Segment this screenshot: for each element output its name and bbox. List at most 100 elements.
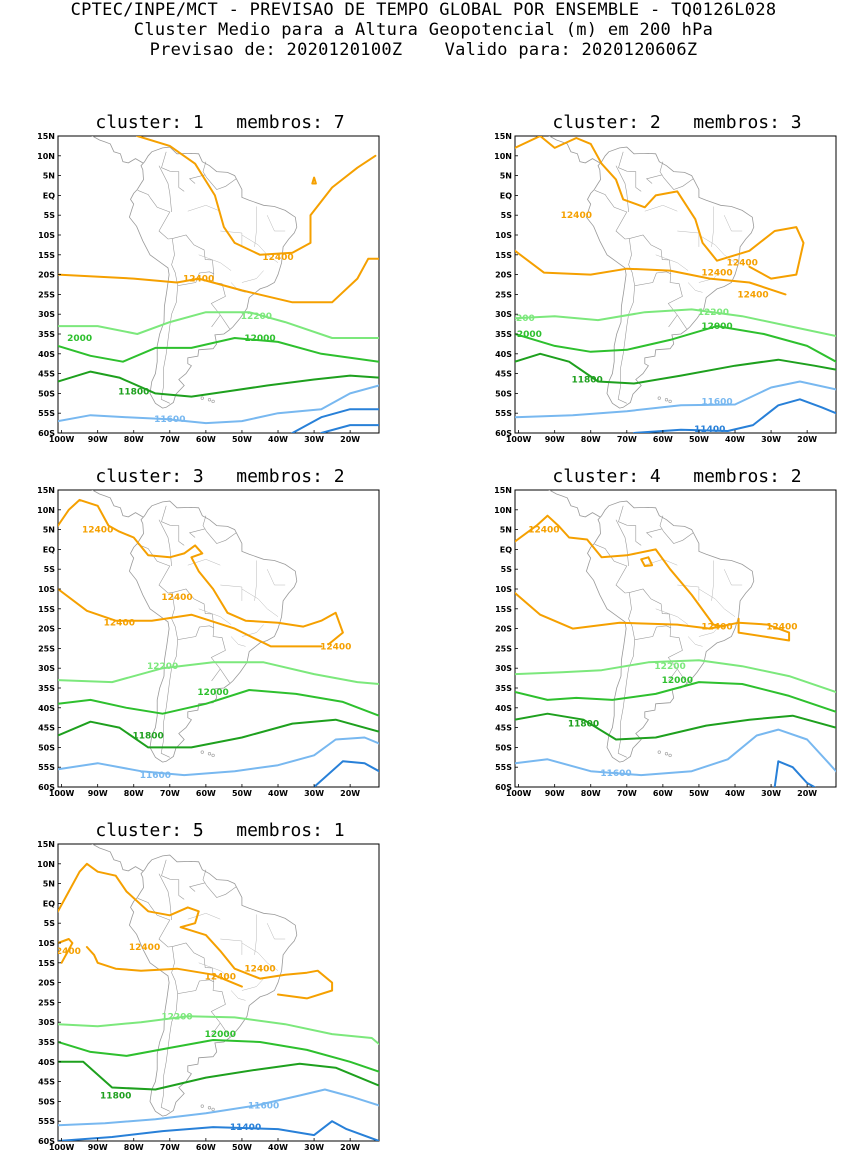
coastline-central-america: [91, 844, 144, 872]
contour-12400: [58, 498, 344, 646]
country-border: [645, 528, 663, 538]
state-border: [241, 234, 279, 263]
country-border: [160, 993, 178, 1112]
contour-label: 12400: [50, 947, 81, 957]
country-border: [161, 505, 185, 546]
contour-label: 11800: [118, 387, 149, 397]
lat-tick-label: 20S: [495, 625, 512, 634]
lat-tick-label: 15N: [494, 132, 512, 141]
coastline-central-america: [91, 490, 144, 518]
state-border: [220, 584, 243, 601]
lon-tick-label: 70W: [160, 1143, 180, 1152]
country-border: [617, 639, 635, 758]
lat-tick-label: 55S: [495, 763, 512, 772]
state-border: [254, 914, 257, 955]
country-border: [594, 544, 608, 552]
panel-title: cluster: 1 membros: 7: [95, 112, 345, 133]
coastline: [585, 500, 755, 763]
state-border: [254, 560, 257, 601]
country-border: [161, 151, 185, 192]
lon-tick-label: 40W: [725, 435, 745, 444]
lon-tick-label: 90W: [545, 789, 565, 798]
lat-tick-label: 5S: [44, 565, 56, 574]
contour-label: 11800: [100, 1091, 131, 1101]
state-border: [198, 962, 232, 979]
contour-label: 12400: [766, 623, 797, 633]
lat-tick-label: EQ: [43, 191, 55, 200]
state-border: [230, 990, 246, 1001]
panel-title: cluster: 2 membros: 3: [552, 112, 802, 133]
lon-tick-label: 40W: [268, 435, 288, 444]
lon-tick-label: 100W: [49, 435, 75, 444]
contour-12000: [515, 325, 836, 363]
island: [207, 398, 212, 402]
contour-label: 12200: [147, 662, 178, 672]
lat-tick-label: 20S: [38, 979, 55, 988]
header-dates: Previsao de: 2020120100Z Valido para: 20…: [149, 40, 698, 60]
country-border: [161, 859, 185, 900]
lat-tick-label: 35S: [38, 330, 55, 339]
contour-12000: [58, 689, 379, 717]
lat-tick-label: 15S: [38, 605, 55, 614]
state-border: [254, 206, 257, 247]
lat-tick-label: 15S: [38, 959, 55, 968]
lat-tick-label: 30S: [38, 664, 55, 673]
contour-12000: [515, 681, 836, 713]
contour-label: 11600: [154, 415, 185, 425]
coastline-central-america: [91, 136, 144, 164]
state-border: [187, 205, 221, 212]
map-panel-cluster-1: cluster: 1 membros: 7 12400 12400 12200 120…: [37, 112, 385, 457]
contour-11800: [515, 352, 836, 385]
header-title: CPTEC/INPE/MCT - PREVISAO DE TEMPO GLOBA…: [70, 0, 777, 20]
map-plot: 1240012400124001240012200220020001200011…: [494, 132, 837, 444]
panel-title: cluster: 5 membros: 1: [95, 820, 345, 841]
contour-label: 12400: [701, 623, 732, 633]
country-border: [202, 161, 237, 190]
contour-label: 12400: [129, 943, 160, 953]
lat-tick-label: 5N: [43, 880, 55, 889]
contour-label: 2000: [67, 334, 92, 344]
state-border: [711, 206, 714, 247]
lon-tick-label: 90W: [545, 435, 565, 444]
state-border: [711, 560, 714, 601]
lat-tick-label: EQ: [500, 545, 512, 554]
lat-tick-label: 5S: [44, 919, 56, 928]
island: [657, 750, 661, 754]
lat-tick-label: 30S: [495, 310, 512, 319]
contour-label: 12400: [737, 290, 768, 300]
lat-tick-label: 35S: [495, 684, 512, 693]
state-border: [698, 234, 736, 263]
lat-tick-label: 60S: [495, 783, 512, 792]
lat-tick-label: EQ: [500, 191, 512, 200]
lat-tick-label: 10N: [494, 506, 512, 515]
contour-label: 2200: [510, 314, 535, 324]
state-border: [241, 978, 264, 991]
contour-12400: [58, 257, 379, 304]
contour-12400: [311, 176, 317, 185]
contour-label: 12400: [262, 253, 293, 263]
map-panel-cluster-2: cluster: 2 membros: 3 12400 12400 12400 124…: [494, 112, 842, 457]
lat-tick-label: EQ: [43, 545, 55, 554]
country-border: [618, 151, 642, 192]
state-border: [230, 636, 246, 647]
lat-tick-label: 40S: [38, 1058, 55, 1067]
lat-tick-label: 15N: [37, 840, 55, 849]
lat-tick-label: 10S: [38, 585, 55, 594]
country-border: [202, 869, 237, 898]
lon-tick-label: 100W: [49, 789, 75, 798]
contour-11600: [58, 736, 379, 777]
contour-11600: [515, 728, 836, 777]
lon-tick-label: 90W: [88, 789, 108, 798]
contour-11400: [773, 760, 816, 787]
contour-11600: [58, 1088, 379, 1127]
map-frame: [514, 135, 837, 434]
lon-tick-label: 90W: [88, 1143, 108, 1152]
contour-12200: [58, 311, 379, 339]
map-plot: 12400 12400 12400 12400 12200 12000 11800 11600…: [37, 486, 380, 798]
lon-tick-label: 50W: [689, 435, 709, 444]
figure-header: CPTEC/INPE/MCT - PREVISAO DE TEMPO GLOBA…: [0, 0, 847, 60]
lon-tick-label: 80W: [581, 789, 601, 798]
lon-tick-label: 30W: [304, 1143, 324, 1152]
lat-tick-label: 60S: [38, 429, 55, 438]
lon-tick-label: 70W: [617, 789, 637, 798]
